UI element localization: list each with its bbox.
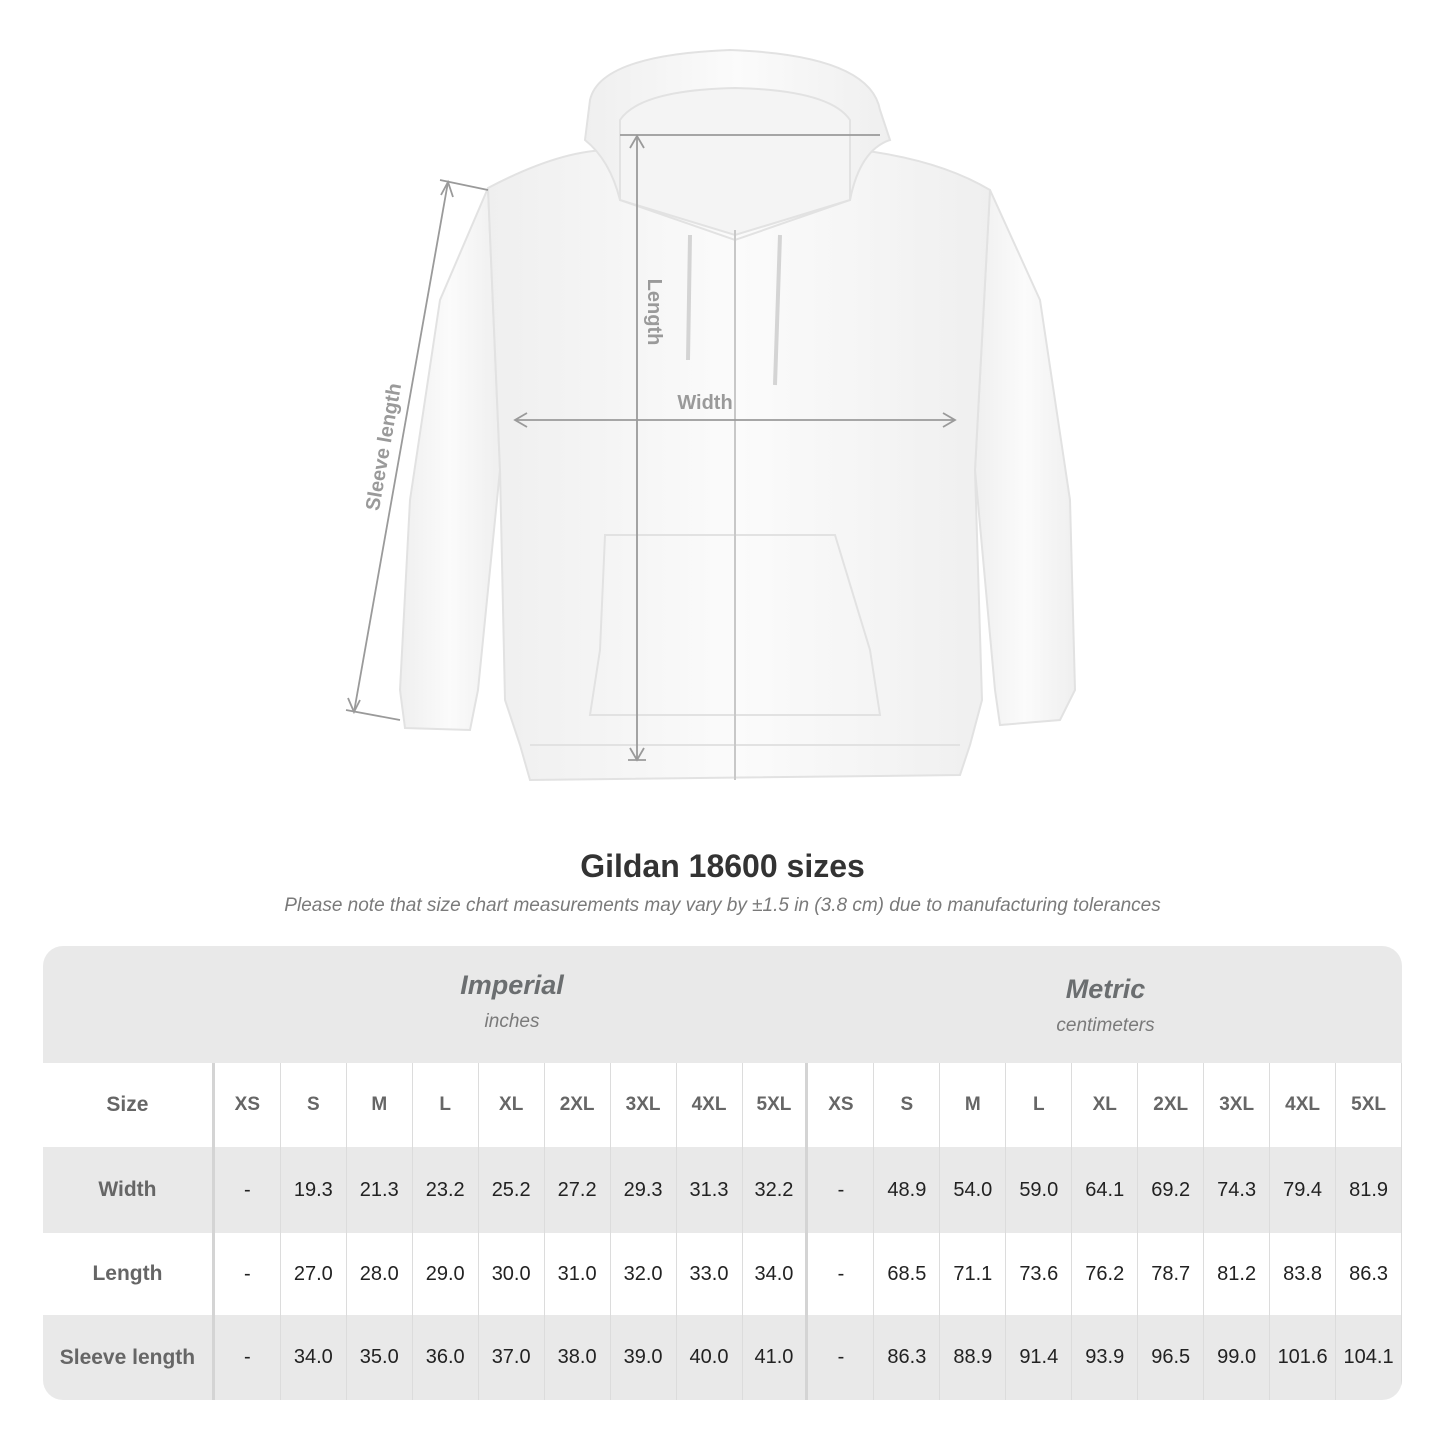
imperial-value-cell: 31.3 — [677, 1147, 743, 1233]
size-row: Size XS S M L XL 2XL 3XL 4XL 5XL XS S M L XL 2XL 3XL 4XL 5… — [43, 1063, 1402, 1147]
metric-value-cell: - — [808, 1233, 875, 1315]
metric-value-cell: 96.5 — [1138, 1315, 1205, 1400]
metric-value-cell: 68.5 — [874, 1233, 941, 1315]
size-label: Size — [43, 1063, 215, 1147]
size-metric-header: XS — [808, 1063, 875, 1147]
size-table: Imperial inches Metric centimeters Size X… — [43, 946, 1402, 1400]
metric-value-cell: 93.9 — [1072, 1315, 1139, 1400]
metric-value-cell: 83.8 — [1270, 1233, 1337, 1315]
metric-value-cell: 64.1 — [1072, 1147, 1139, 1233]
imperial-unit: inches — [484, 1011, 540, 1032]
metric-value-cell: 54.0 — [940, 1147, 1007, 1233]
size-metric-header: 4XL — [1270, 1063, 1337, 1147]
metric-value-cell: 48.9 — [874, 1147, 941, 1233]
metric-value-cell: 81.2 — [1204, 1233, 1271, 1315]
imperial-value-cell: 23.2 — [413, 1147, 479, 1233]
metric-value-cell: 91.4 — [1006, 1315, 1073, 1400]
size-imperial-header: L — [413, 1063, 479, 1147]
table-header: Imperial inches Metric centimeters — [43, 946, 1402, 1063]
size-imperial-header: 4XL — [677, 1063, 743, 1147]
width-label: Width — [677, 392, 732, 414]
imperial-value-cell: 33.0 — [677, 1233, 743, 1315]
size-metric-header: XL — [1072, 1063, 1139, 1147]
metric-value-cell: 69.2 — [1138, 1147, 1205, 1233]
sleeve-length-label: Sleeve length — [362, 382, 406, 513]
imperial-value-cell: 35.0 — [347, 1315, 413, 1400]
size-metric-header: M — [940, 1063, 1007, 1147]
size-metric-header: S — [874, 1063, 941, 1147]
imperial-value-cell: 39.0 — [611, 1315, 677, 1400]
imperial-value-cell: 31.0 — [545, 1233, 611, 1315]
size-imperial-header: 3XL — [611, 1063, 677, 1147]
size-imperial-header: S — [281, 1063, 347, 1147]
metric-value-cell: 86.3 — [1336, 1233, 1402, 1315]
imperial-value-cell: 36.0 — [413, 1315, 479, 1400]
imperial-value-cell: 28.0 — [347, 1233, 413, 1315]
metric-value-cell: 104.1 — [1336, 1315, 1402, 1400]
metric-value-cell: 59.0 — [1006, 1147, 1073, 1233]
metric-value-cell: 71.1 — [940, 1233, 1007, 1315]
imperial-value-cell: - — [215, 1315, 281, 1400]
imperial-value-cell: 27.0 — [281, 1233, 347, 1315]
imperial-value-cell: 30.0 — [479, 1233, 545, 1315]
metric-value-cell: 88.9 — [940, 1315, 1007, 1400]
imperial-title: Imperial — [460, 970, 564, 1000]
row-label: Sleeve length — [43, 1315, 215, 1400]
imperial-value-cell: 21.3 — [347, 1147, 413, 1233]
metric-header: Metric centimeters — [809, 974, 1402, 1037]
metric-value-cell: 79.4 — [1270, 1147, 1337, 1233]
imperial-value-cell: 34.0 — [281, 1315, 347, 1400]
imperial-value-cell: 32.0 — [611, 1233, 677, 1315]
size-metric-header: L — [1006, 1063, 1073, 1147]
size-imperial-header: 5XL — [743, 1063, 809, 1147]
size-metric-header: 3XL — [1204, 1063, 1271, 1147]
length-label: Length — [643, 279, 665, 346]
table-row: Length -27.0 28.0 29.0 30.0 31.0 32.0 33.0 34.0-… — [43, 1233, 1402, 1315]
hoodie-diagram: Length Width Sleeve length — [345, 48, 1077, 782]
row-label: Length — [43, 1233, 215, 1315]
imperial-value-cell: 27.2 — [545, 1147, 611, 1233]
chart-subtitle: Please note that size chart measurements… — [284, 895, 1161, 916]
metric-title: Metric — [1065, 974, 1146, 1004]
metric-value-cell: 76.2 — [1072, 1233, 1139, 1315]
metric-value-cell: - — [808, 1147, 875, 1233]
metric-unit: centimeters — [1056, 1015, 1155, 1036]
imperial-value-cell: 32.2 — [743, 1147, 809, 1233]
imperial-value-cell: - — [215, 1147, 281, 1233]
size-metric-header: 5XL — [1336, 1063, 1402, 1147]
sleeve-line — [353, 181, 449, 713]
imperial-value-cell: 41.0 — [743, 1315, 809, 1400]
imperial-value-cell: 38.0 — [545, 1315, 611, 1400]
metric-value-cell: 78.7 — [1138, 1233, 1205, 1315]
imperial-value-cell: 29.3 — [611, 1147, 677, 1233]
metric-value-cell: 74.3 — [1204, 1147, 1271, 1233]
size-imperial-header: M — [347, 1063, 413, 1147]
metric-value-cell: 101.6 — [1270, 1315, 1337, 1400]
imperial-value-cell: - — [215, 1233, 281, 1315]
table-row: Sleeve length -34.0 35.0 36.0 37.0 38.0 39.0 40… — [43, 1315, 1402, 1400]
metric-value-cell: 81.9 — [1336, 1147, 1402, 1233]
imperial-value-cell: 25.2 — [479, 1147, 545, 1233]
metric-value-cell: 86.3 — [874, 1315, 941, 1400]
imperial-value-cell: 40.0 — [677, 1315, 743, 1400]
size-imperial-header: XL — [479, 1063, 545, 1147]
metric-value-cell: 73.6 — [1006, 1233, 1073, 1315]
imperial-value-cell: 19.3 — [281, 1147, 347, 1233]
table-row: Width -19.3 21.3 23.2 25.2 27.2 29.3 31.3 32.2-4… — [43, 1147, 1402, 1233]
chart-title: Gildan 18600 sizes — [580, 848, 865, 884]
imperial-value-cell: 37.0 — [479, 1315, 545, 1400]
metric-value-cell: 99.0 — [1204, 1315, 1271, 1400]
metric-value-cell: - — [808, 1315, 875, 1400]
size-imperial-header: XS — [215, 1063, 281, 1147]
size-metric-header: 2XL — [1138, 1063, 1205, 1147]
hoodie-image — [398, 48, 1077, 782]
measurement-lines — [345, 134, 957, 762]
size-imperial-header: 2XL — [545, 1063, 611, 1147]
row-label: Width — [43, 1147, 215, 1233]
imperial-value-cell: 34.0 — [743, 1233, 809, 1315]
imperial-value-cell: 29.0 — [413, 1233, 479, 1315]
imperial-header: Imperial inches — [215, 970, 809, 1033]
